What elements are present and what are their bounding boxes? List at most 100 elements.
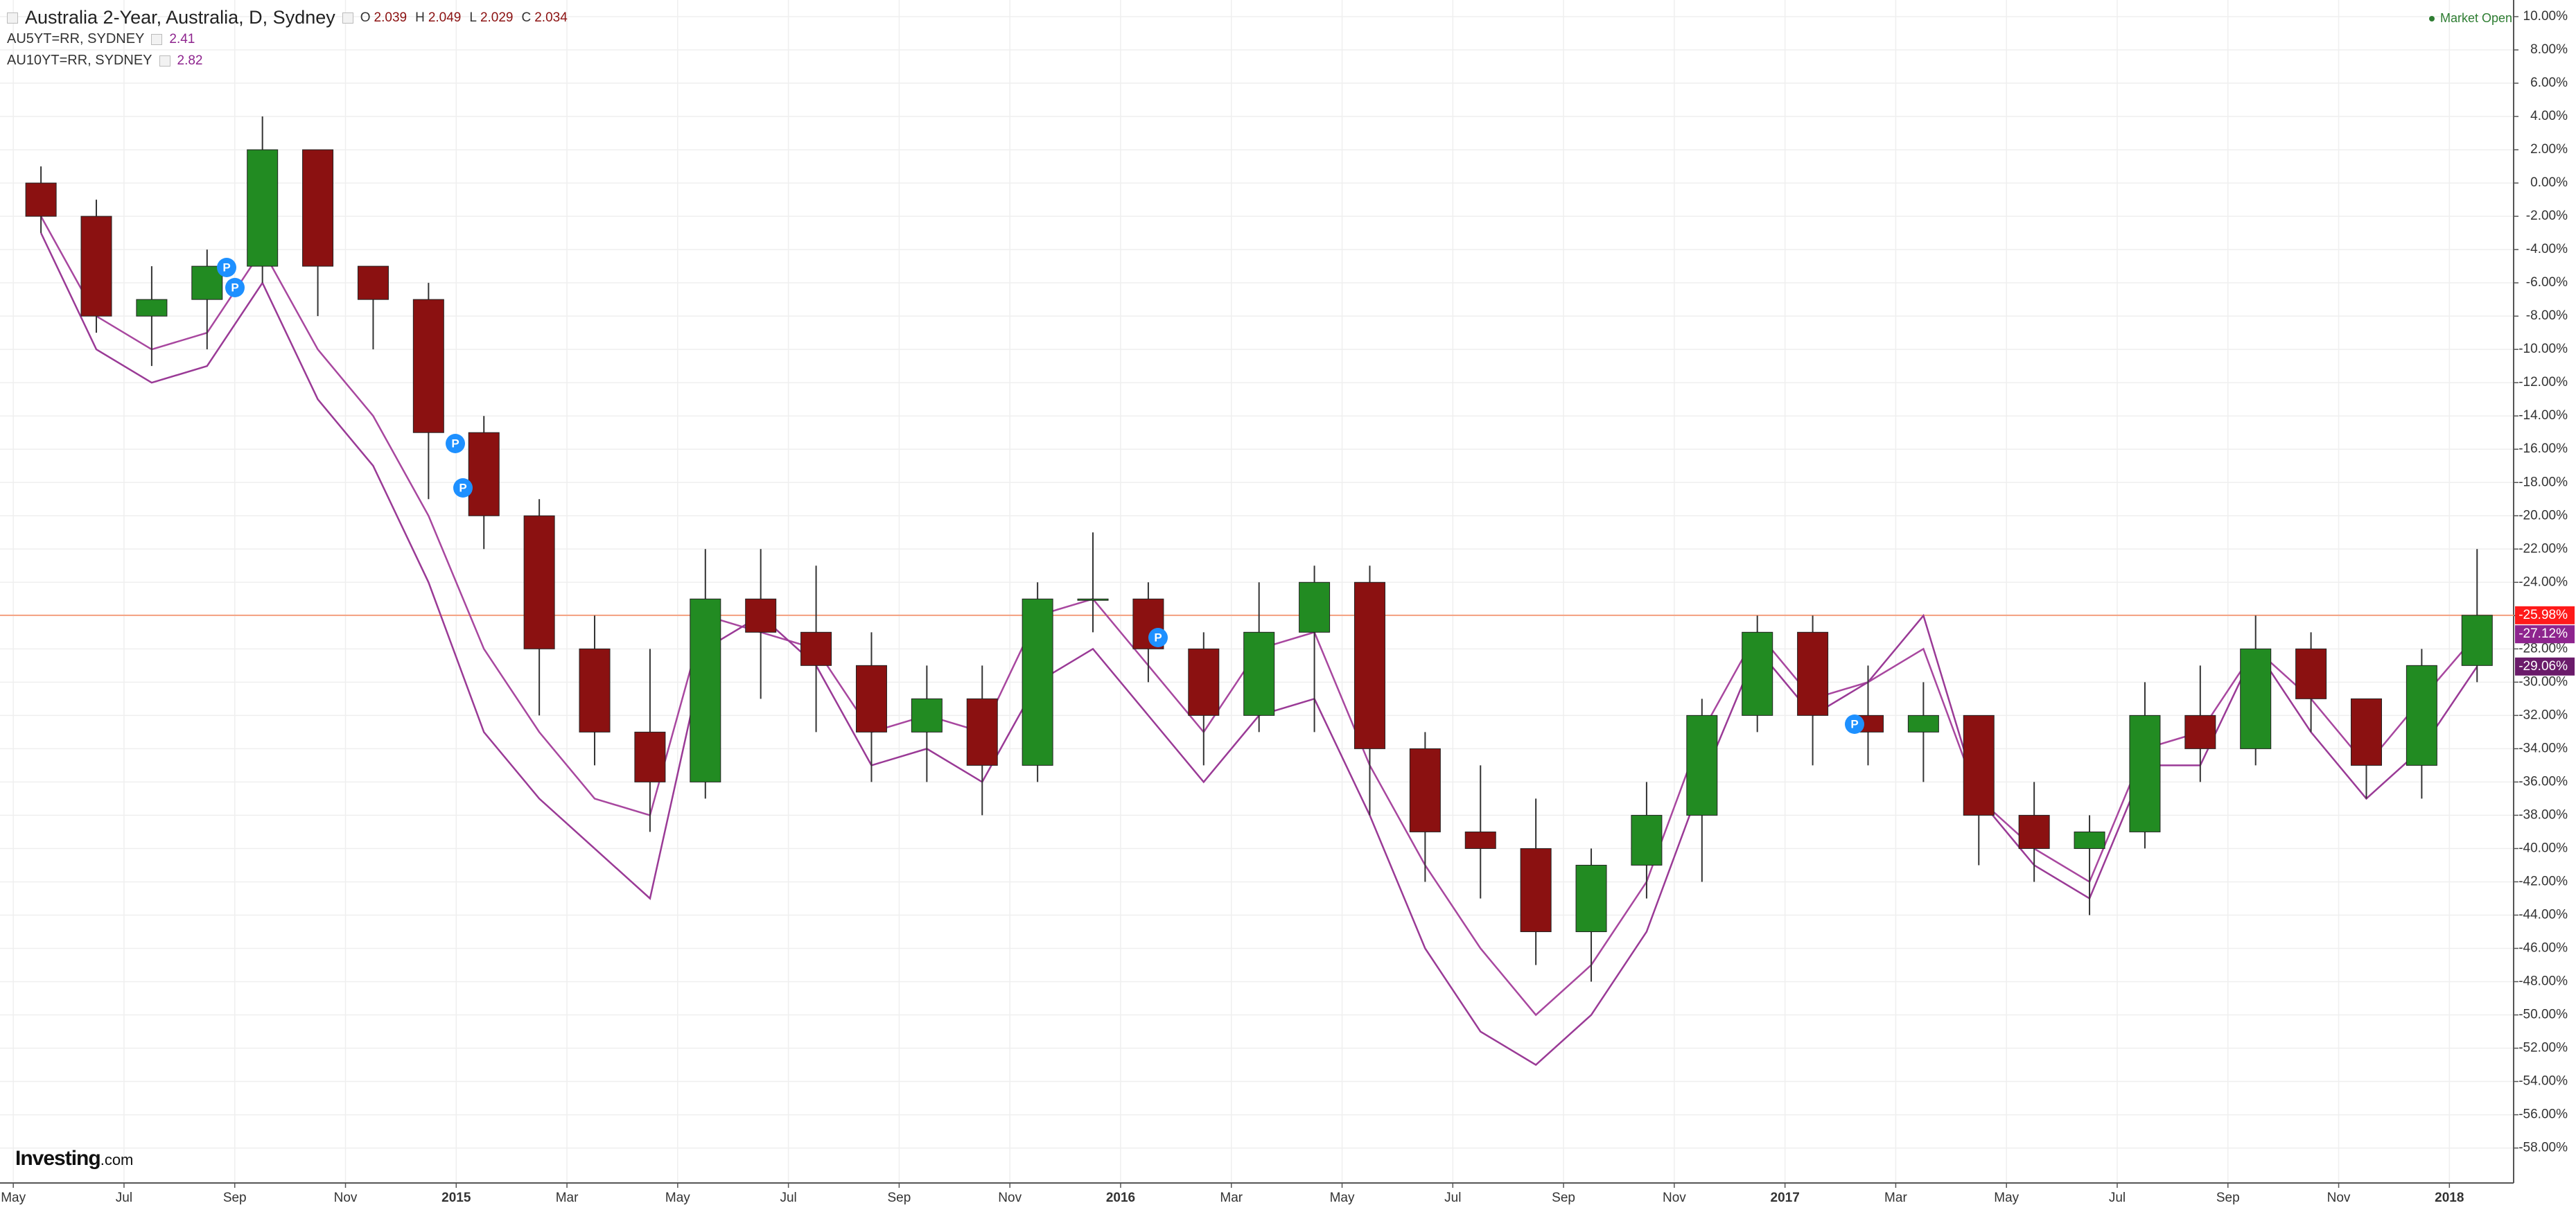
y-tick-label: -44.00% xyxy=(2518,907,2568,922)
candle-body xyxy=(1077,598,1109,601)
candle-body xyxy=(2018,814,2050,849)
y-tick-label: 8.00% xyxy=(2530,42,2568,57)
y-tick-label: -14.00% xyxy=(2518,408,2568,423)
candle-body xyxy=(1299,581,1331,633)
y-tick-label: -4.00% xyxy=(2526,242,2568,256)
x-tick-label: Nov xyxy=(2327,1191,2351,1205)
ohlc-value: 2.039 xyxy=(374,10,408,25)
y-tick-label: 0.00% xyxy=(2530,175,2568,190)
x-tick-label: Sep xyxy=(1552,1191,1575,1205)
x-tick-label: Mar xyxy=(556,1191,579,1205)
candle-body xyxy=(1797,631,1829,716)
candle-body xyxy=(690,598,721,782)
event-marker-label: P xyxy=(1850,717,1858,730)
candle-body xyxy=(2350,698,2382,766)
x-tick-label: Sep xyxy=(2216,1191,2240,1205)
candle-body xyxy=(1409,748,1441,832)
candle-body xyxy=(1243,631,1275,716)
ohlc-key: C xyxy=(521,10,532,25)
x-tick-label: Jul xyxy=(1444,1191,1461,1205)
candle-body xyxy=(302,149,334,267)
event-marker[interactable] xyxy=(446,434,465,453)
x-tick-label: May xyxy=(1,1191,26,1205)
event-marker[interactable] xyxy=(1148,628,1168,647)
candle-body xyxy=(966,698,998,766)
event-marker-label: P xyxy=(451,437,459,450)
candle-body xyxy=(1188,648,1220,716)
candle-body xyxy=(1520,848,1552,932)
y-tick-label: -22.00% xyxy=(2518,541,2568,556)
candle-body xyxy=(247,149,279,267)
series-header: AU5YT=RR, SYDNEY 2.41 xyxy=(7,31,195,47)
last-value-box xyxy=(2515,625,2575,644)
y-tick-label: 4.00% xyxy=(2530,109,2568,123)
y-tick-label: -48.00% xyxy=(2518,974,2568,989)
y-tick-label: -34.00% xyxy=(2518,741,2568,755)
main-header: Australia 2-Year, Australia, D, Sydney O… xyxy=(7,7,576,28)
x-tick-label: 2017 xyxy=(1771,1191,1800,1205)
last-value-box xyxy=(2515,606,2575,624)
ohlc-key: H xyxy=(415,10,425,25)
x-tick-label: May xyxy=(1330,1191,1355,1205)
x-tick-label: May xyxy=(1994,1191,2019,1205)
y-tick-label: -54.00% xyxy=(2518,1074,2568,1089)
logo: Investing.com xyxy=(15,1147,133,1170)
event-marker[interactable] xyxy=(217,258,236,277)
x-tick-label: Mar xyxy=(1884,1191,1907,1205)
y-tick-label: -28.00% xyxy=(2518,641,2568,656)
series-header: AU10YT=RR, SYDNEY 2.82 xyxy=(7,53,203,69)
settings-icon[interactable] xyxy=(342,12,353,24)
logo-suffix: .com xyxy=(100,1151,134,1168)
series-name: AU5YT=RR, SYDNEY xyxy=(7,31,145,46)
event-marker-label: P xyxy=(231,281,238,294)
market-status: Market Open xyxy=(2429,11,2512,26)
candle-body xyxy=(1575,864,1607,932)
last-value-label: -27.12% xyxy=(2518,626,2568,641)
x-tick-label: Mar xyxy=(1220,1191,1243,1205)
y-tick-label: -38.00% xyxy=(2518,807,2568,822)
y-tick-label: 10.00% xyxy=(2523,9,2568,24)
x-tick-label: Nov xyxy=(1663,1191,1686,1205)
x-tick-label: Jul xyxy=(2109,1191,2126,1205)
event-marker-label: P xyxy=(222,261,230,274)
candle-body xyxy=(634,731,666,782)
ohlc-value: 2.049 xyxy=(428,10,462,25)
last-value-label: -25.98% xyxy=(2518,608,2568,622)
y-tick-label: -30.00% xyxy=(2518,674,2568,689)
y-tick-label: -8.00% xyxy=(2526,308,2568,323)
collapse-icon[interactable] xyxy=(7,12,18,24)
x-tick-label: Sep xyxy=(888,1191,911,1205)
y-tick-label: -36.00% xyxy=(2518,774,2568,789)
y-tick-label: -52.00% xyxy=(2518,1041,2568,1055)
candle-body xyxy=(468,432,500,516)
candle-body xyxy=(1464,831,1496,849)
series-icon[interactable] xyxy=(151,33,163,45)
candle-body xyxy=(1907,714,1939,733)
candle-body xyxy=(1631,814,1663,866)
series-price: 2.82 xyxy=(177,53,203,68)
event-marker-label: P xyxy=(459,481,466,494)
y-tick-label: -46.00% xyxy=(2518,940,2568,955)
x-tick-label: 2016 xyxy=(1106,1191,1135,1205)
candle-body xyxy=(2295,648,2327,699)
event-marker[interactable] xyxy=(225,278,245,297)
y-tick-label: -40.00% xyxy=(2518,841,2568,855)
ohlc-readout: O 2.039 H 2.049 L 2.029 C 2.034 xyxy=(360,10,576,26)
candle-body xyxy=(412,299,444,433)
y-tick-label: -50.00% xyxy=(2518,1008,2568,1022)
series-icon[interactable] xyxy=(159,55,170,67)
candle-body xyxy=(2184,714,2216,749)
candle-body xyxy=(2406,665,2437,766)
ohlc-value: 2.029 xyxy=(480,10,514,25)
candle-body xyxy=(191,265,223,300)
event-marker[interactable] xyxy=(1845,714,1864,734)
y-tick-label: -18.00% xyxy=(2518,475,2568,489)
candle-body xyxy=(911,698,943,733)
candle-body xyxy=(1353,581,1385,749)
y-tick-label: -56.00% xyxy=(2518,1107,2568,1122)
chart-title: Australia 2-Year, Australia, D, Sydney xyxy=(25,7,335,28)
event-marker[interactable] xyxy=(453,478,473,498)
x-tick-label: 2018 xyxy=(2435,1191,2464,1205)
ohlc-key: O xyxy=(360,10,371,25)
